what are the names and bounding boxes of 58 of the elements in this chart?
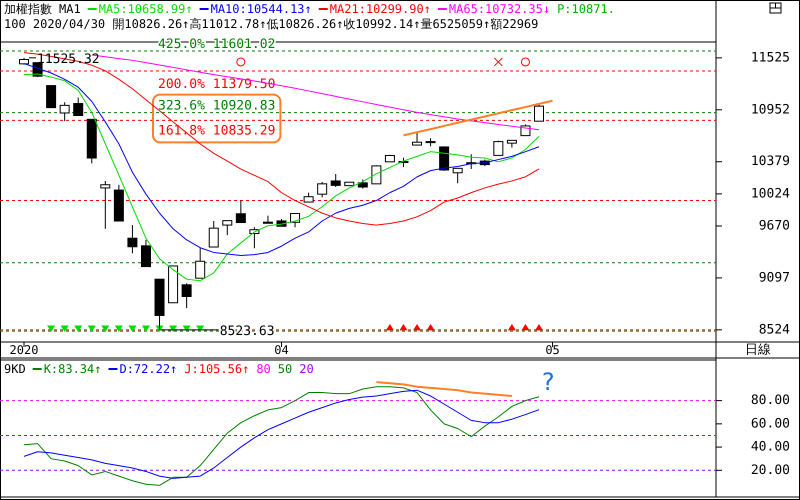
candlestick (100, 180, 110, 230)
y-tick-label: 20.00 (750, 462, 790, 478)
y-tick-label: 10024 (750, 186, 790, 202)
chart-title: 加權指數 (4, 2, 52, 16)
candlestick (412, 132, 422, 146)
candlestick (208, 220, 219, 248)
candlestick (534, 104, 544, 122)
y-tick-label: 40.00 (750, 440, 790, 455)
ref-line-label: 200.0% 11379.50 (158, 77, 276, 92)
line-series (24, 63, 540, 256)
candlestick (330, 174, 341, 188)
candlestick (182, 282, 192, 309)
y-tick-label: 9670 (758, 218, 790, 234)
candlestick (127, 224, 138, 254)
y-tick-label: 80.00 (750, 393, 790, 408)
ref-line-label: 80 (256, 362, 271, 376)
candlestick (493, 140, 504, 156)
annotation: 8523.63 (220, 324, 275, 339)
candlestick (236, 200, 246, 224)
y-tick-label: 9097 (758, 270, 790, 286)
candlestick (60, 102, 70, 122)
legend-label: K:83.34↑ (44, 362, 102, 376)
legend-label: MA21:10299.90↑ (330, 2, 431, 16)
candlestick (317, 181, 328, 198)
text: 100 2020/04/30 開10826.26↑高11012.78↑低10826.26↑收10992.14↑量6525059↑額22969 (4, 17, 538, 31)
candlestick (73, 97, 84, 116)
annotation: J:105.56↑ (184, 362, 250, 376)
y-tick-label: 10379 (750, 154, 790, 170)
x-tick-label: 2020 (10, 343, 38, 357)
x-tick-label: 04 (274, 343, 289, 357)
candlestick (358, 178, 368, 190)
y-tick-label: 8524 (758, 322, 790, 338)
ref-line-label: 50 (278, 362, 292, 376)
text: 日線 (745, 342, 771, 358)
y-tick-label: 10952 (750, 102, 790, 118)
candlestick (195, 248, 206, 279)
ref-line-label: 323.6% 10920.83 (158, 98, 276, 114)
annotation: 9KD (4, 362, 26, 376)
candlestick (452, 168, 463, 184)
line-series (402, 100, 554, 136)
line-series (375, 381, 513, 397)
y-tick-label: 60.00 (750, 416, 790, 432)
legend-label: MA5:10658.99↑ (98, 2, 193, 16)
candlestick (520, 124, 530, 136)
legend-label: MA65:10732.35↓ (448, 2, 550, 16)
legend-label: MA10:10544.13↑ (210, 2, 312, 16)
annotation: ? (540, 368, 556, 396)
text: P:10871. (557, 2, 615, 16)
x-tick-label: 05 (545, 343, 560, 357)
candlestick (222, 220, 232, 236)
legend-label: D:72.22↑ (119, 362, 178, 376)
ref-line-label: 20 (299, 362, 314, 376)
y-tick-label: 11525 (750, 50, 790, 66)
line-series (24, 73, 540, 282)
candlestick (304, 192, 314, 203)
candlestick (46, 85, 56, 108)
candlestick (140, 239, 151, 268)
text: MA1 (59, 2, 81, 16)
